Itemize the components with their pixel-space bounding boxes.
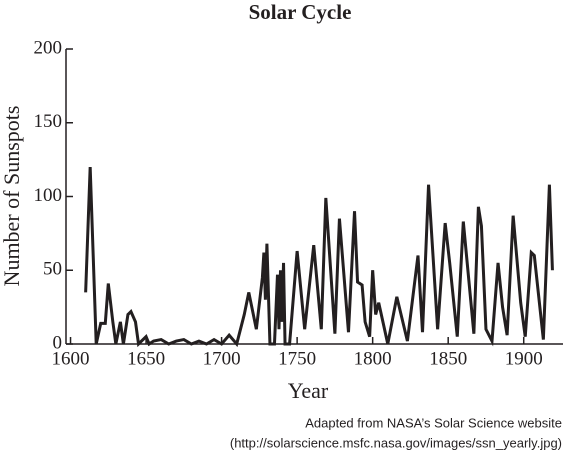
x-tick-label: 1650: [127, 348, 165, 369]
y-tick-label: 150: [34, 111, 63, 132]
x-tick-label: 1750: [278, 348, 316, 369]
data-line: [84, 166, 554, 348]
x-tick-label: 1600: [52, 348, 90, 369]
source-note: (http://solarscience.msfc.nasa.gov/image…: [230, 435, 562, 450]
chart-title: Solar Cycle: [249, 0, 352, 24]
x-tick-label: 1850: [429, 348, 467, 369]
y-axis-label: Number of Sunspots: [0, 106, 24, 287]
y-tick-label: 100: [34, 185, 63, 206]
x-tick-label: 1700: [203, 348, 241, 369]
x-tick-label: 1900: [505, 348, 543, 369]
x-axis-label: Year: [288, 378, 329, 403]
y-tick-label: 200: [34, 37, 63, 58]
x-tick-label: 1800: [354, 348, 392, 369]
y-tick-label: 50: [43, 259, 62, 280]
y-tick-label: 0: [53, 332, 63, 353]
source-note: Adapted from NASA’s Solar Science websit…: [305, 415, 562, 430]
